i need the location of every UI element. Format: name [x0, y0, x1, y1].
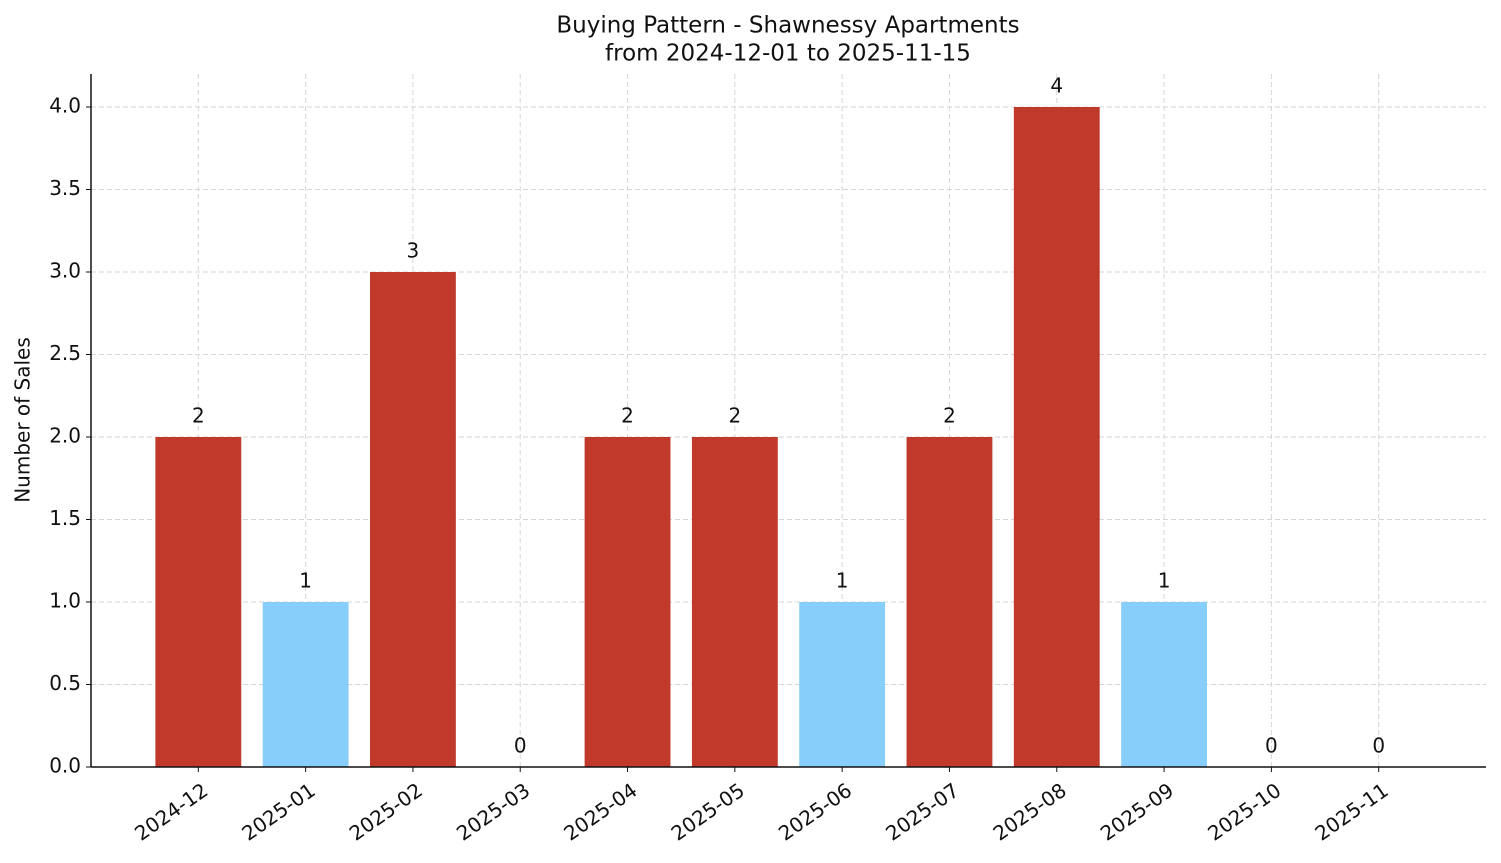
bar [1121, 602, 1207, 767]
y-tick-label: 1.0 [49, 589, 81, 613]
x-tick-label: 2025-11 [1310, 778, 1392, 846]
y-axis-label: Number of Sales [11, 337, 35, 503]
x-tick-label: 2025-08 [989, 778, 1071, 846]
chart-title: Buying Pattern - Shawnessy Apartments [556, 13, 1019, 39]
value-label: 3 [407, 239, 420, 263]
bar [370, 272, 456, 767]
y-tick-label: 3.5 [49, 176, 81, 200]
x-tick-label: 2025-03 [452, 778, 534, 846]
x-tick-label: 2025-04 [559, 778, 641, 846]
y-tick-label: 4.0 [49, 94, 81, 118]
x-tick-label: 2025-01 [237, 778, 319, 846]
bar [691, 437, 778, 767]
x-tick-label: 2025-06 [774, 778, 856, 846]
y-tick-label: 2.0 [49, 424, 81, 448]
y-tick-label: 1.5 [49, 506, 81, 530]
value-label: 2 [621, 404, 634, 428]
bars [155, 107, 1207, 767]
y-tick-label: 3.0 [49, 259, 81, 283]
value-label: 1 [299, 569, 312, 593]
value-label: 4 [1050, 74, 1063, 98]
y-tick-label: 0.5 [49, 671, 81, 695]
value-label: 2 [192, 404, 205, 428]
value-label: 2 [943, 404, 956, 428]
x-tick-label: 2024-12 [130, 778, 212, 846]
value-label: 1 [836, 569, 849, 593]
y-tick-label: 2.5 [49, 341, 81, 365]
x-tick-label: 2025-09 [1096, 778, 1178, 846]
bar [799, 602, 886, 767]
x-tick-label: 2025-02 [345, 778, 427, 846]
x-tick-label: 2025-05 [667, 778, 749, 846]
x-tick-label: 2025-07 [881, 778, 963, 846]
value-label: 0 [1372, 734, 1385, 758]
value-label: 0 [1265, 734, 1278, 758]
x-tick-label: 2025-10 [1203, 778, 1285, 846]
value-label: 2 [728, 404, 741, 428]
bar [262, 602, 349, 767]
value-label: 1 [1158, 569, 1171, 593]
bar [906, 437, 993, 767]
y-tick-label: 0.0 [49, 754, 81, 778]
value-label: 0 [514, 734, 527, 758]
bar [1013, 107, 1100, 767]
chart-subtitle: from 2024-12-01 to 2025-11-15 [605, 41, 971, 67]
bar [155, 437, 242, 767]
bar [584, 437, 671, 767]
